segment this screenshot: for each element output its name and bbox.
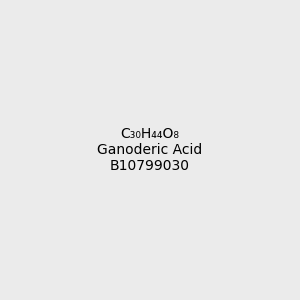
Text: C₃₀H₄₄O₈
Ganoderic Acid
B10799030: C₃₀H₄₄O₈ Ganoderic Acid B10799030 xyxy=(98,127,202,173)
